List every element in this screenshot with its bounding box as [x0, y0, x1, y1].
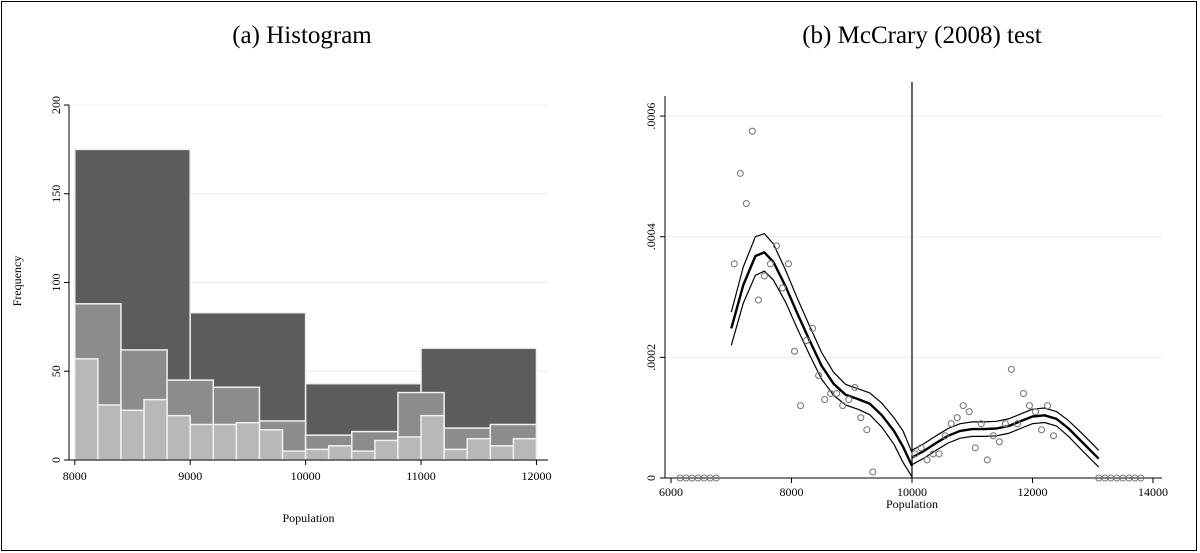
- mccrary-ci-upper-right: [911, 407, 1100, 451]
- mccrary-data-point: [1007, 365, 1015, 373]
- mccrary-y-tick-label: .0006: [644, 103, 658, 130]
- mccrary-fit-line-right: [911, 414, 1100, 460]
- histogram-y-axis-label: Frequency: [10, 256, 24, 307]
- histogram-y-tick-label: 200: [49, 96, 63, 114]
- mccrary-data-point: [803, 336, 811, 345]
- mccrary-data-point: [1137, 474, 1145, 482]
- mccrary-x-axis-label: Population: [886, 497, 938, 511]
- mccrary-data-point: [941, 432, 949, 440]
- mccrary-ci-lower-right: [911, 421, 1100, 468]
- mccrary-data-point: [766, 260, 774, 268]
- mccrary-data-point: [815, 371, 823, 380]
- mccrary-data-point: [935, 450, 943, 458]
- mccrary-data-point: [1013, 420, 1021, 428]
- histogram-y-tick-label: 50: [49, 365, 63, 377]
- mccrary-data-point: [959, 402, 967, 410]
- mccrary-data-point: [1050, 432, 1058, 440]
- mccrary-data-point: [1031, 408, 1040, 416]
- histogram-y-tick-label: 100: [49, 274, 63, 292]
- mccrary-data-point: [845, 396, 853, 404]
- mccrary-data-point: [923, 456, 931, 464]
- mccrary-data-point: [1043, 402, 1052, 410]
- mccrary-data-point: [1019, 389, 1027, 398]
- mccrary-data-point: [821, 396, 829, 404]
- mccrary-data-point: [1001, 420, 1009, 428]
- mccrary-fit-line-left: [730, 251, 914, 467]
- mccrary-data-point: [947, 420, 955, 428]
- mccrary-data-point: [917, 444, 925, 452]
- mccrary-data-point: [995, 438, 1003, 446]
- histogram-y-tick-label: 0: [49, 457, 63, 463]
- mccrary-data-point: [748, 127, 756, 135]
- mccrary-data-point: [736, 169, 744, 177]
- histogram-x-tick-label: 10000: [291, 469, 321, 483]
- mccrary-data-point: [754, 296, 762, 304]
- histogram-x-tick-label: 12000: [521, 469, 551, 483]
- mccrary-data-point: [790, 347, 799, 355]
- mccrary-data-point: [851, 383, 859, 392]
- histogram-x-tick-label: 9000: [178, 469, 202, 483]
- mccrary-y-tick-label: .0002: [644, 344, 658, 371]
- mccrary-data-point: [863, 426, 871, 434]
- mccrary-data-point: [1025, 402, 1034, 410]
- histogram-title: (a) Histogram: [232, 22, 372, 49]
- mccrary-x-tick-label: 6000: [659, 485, 683, 499]
- mccrary-title: (b) McCrary (2008) test: [802, 22, 1042, 49]
- histogram-x-tick-label: 11000: [406, 469, 436, 483]
- mccrary-y-tick-label: 0: [644, 475, 658, 481]
- mccrary-data-point: [784, 260, 793, 268]
- mccrary-x-tick-label: 12000: [1017, 485, 1047, 499]
- mccrary-data-point: [809, 324, 817, 332]
- mccrary-data-point: [730, 260, 738, 268]
- mccrary-data-point: [965, 408, 973, 416]
- mccrary-data-point: [977, 420, 985, 428]
- mccrary-x-tick-label: 14000: [1138, 485, 1168, 499]
- mccrary-ci-upper-left: [730, 233, 913, 453]
- mccrary-data-point: [989, 432, 997, 440]
- mccrary-data-point: [839, 402, 847, 410]
- mccrary-data-point: [911, 450, 919, 458]
- mccrary-ci-lower-left: [730, 270, 913, 478]
- mccrary-x-tick-label: 10000: [897, 485, 927, 499]
- mccrary-data-point: [796, 402, 805, 410]
- mccrary-data-point: [772, 242, 780, 250]
- mccrary-data-point: [742, 199, 750, 208]
- histogram-x-axis-label: Population: [282, 511, 334, 525]
- mccrary-x-tick-label: 8000: [780, 485, 804, 499]
- mccrary-data-point: [971, 444, 979, 452]
- mccrary-data-point: [760, 272, 768, 280]
- mccrary-data-point: [778, 284, 787, 292]
- mccrary-data-point: [953, 414, 961, 422]
- mccrary-data-point: [712, 474, 720, 482]
- histogram-y-tick-label: 150: [49, 185, 63, 203]
- mccrary-data-point: [869, 468, 877, 476]
- mccrary-y-tick-label: .0004: [644, 223, 658, 250]
- mccrary-data-point: [983, 456, 991, 464]
- mccrary-data-point: [1037, 426, 1046, 434]
- mccrary-data-point: [857, 414, 865, 422]
- histogram-x-tick-label: 8000: [63, 469, 87, 483]
- mccrary-data-point: [833, 389, 841, 398]
